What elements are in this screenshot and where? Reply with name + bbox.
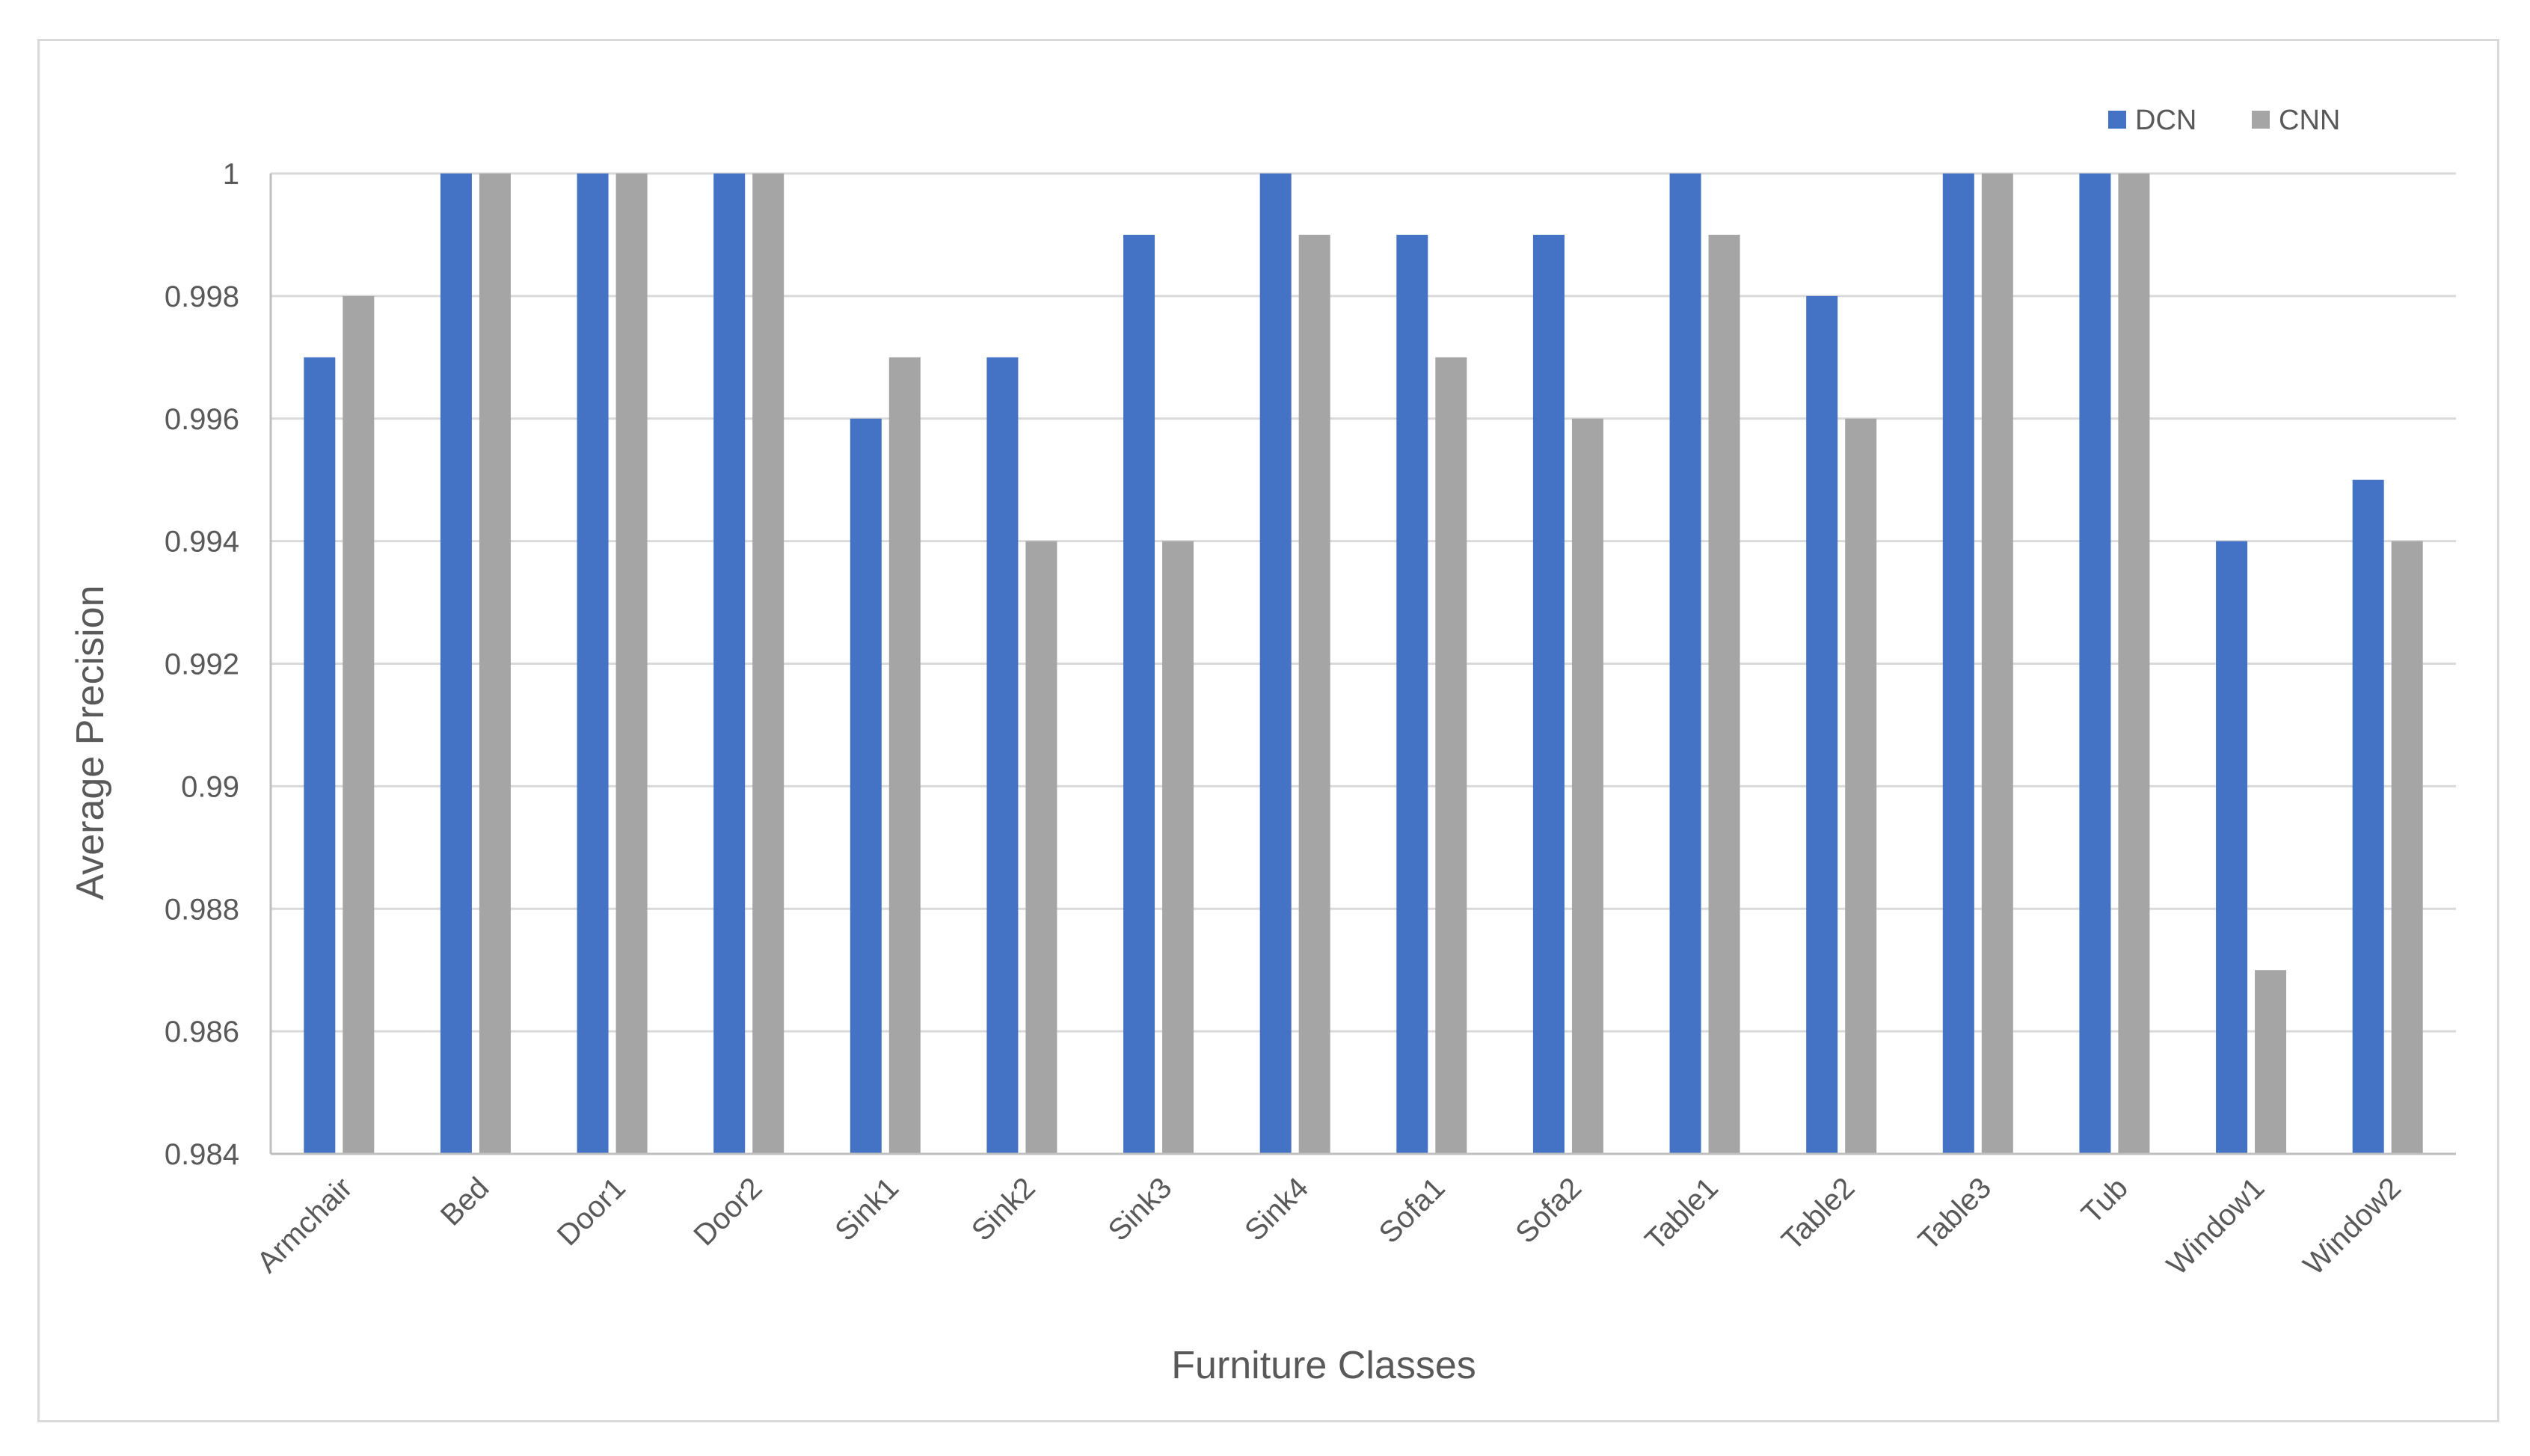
bar-dcn-sink3 (1123, 234, 1155, 1154)
bar-cnn-door2 (752, 173, 785, 1154)
bar-cnn-sofa1 (1435, 357, 1467, 1154)
y-tick-label: 0.988 (165, 893, 239, 926)
bar-dcn-sofa2 (1532, 234, 1565, 1154)
bar-cnn-table1 (1708, 234, 1740, 1154)
bar-dcn-table2 (1806, 295, 1838, 1154)
bar-dcn-tub (2079, 173, 2111, 1154)
legend-label-cnn: CNN (2279, 105, 2340, 136)
bar-cnn-table2 (1845, 418, 1877, 1154)
x-tick-label: Sink2 (965, 1171, 1042, 1247)
y-tick-label: 0.994 (165, 526, 239, 559)
legend-swatch-cnn (2252, 111, 2270, 129)
legend-swatch-dcn (2108, 111, 2126, 129)
bar-cnn-sofa2 (1571, 418, 1603, 1154)
bar-cnn-sink2 (1025, 541, 1057, 1154)
y-tick-label: 0.998 (165, 280, 239, 313)
bar-dcn-table1 (1669, 173, 1701, 1154)
bar-cnn-window2 (2391, 541, 2423, 1154)
x-tick-label: Sofa1 (1373, 1171, 1452, 1250)
x-tick-label: Door2 (687, 1171, 768, 1252)
x-tick-label: Sink3 (1102, 1171, 1179, 1247)
bar-dcn-door1 (577, 173, 609, 1154)
x-tick-label: Sink4 (1238, 1171, 1315, 1247)
bar-dcn-window2 (2352, 479, 2384, 1154)
bar-dcn-sink2 (986, 357, 1019, 1154)
x-tick-label: Window2 (2297, 1171, 2407, 1281)
bar-dcn-sink1 (850, 418, 882, 1154)
bar-dcn-sink4 (1259, 173, 1292, 1154)
y-tick-label: 0.986 (165, 1016, 239, 1048)
bar-cnn-bed (479, 173, 511, 1154)
bar-dcn-bed (440, 173, 472, 1154)
x-tick-label: Sink1 (829, 1171, 905, 1247)
y-axis-title: Average Precision (69, 585, 112, 900)
bar-dcn-table3 (1942, 173, 1974, 1154)
y-tick-labels: 0.984 0.986 0.988 0.99 0.992 0.994 0.996 0.998 1 (165, 158, 239, 1171)
bar-cnn-door1 (615, 173, 648, 1154)
bar-dcn-sofa1 (1396, 234, 1428, 1154)
x-tick-label: Armchair (251, 1171, 358, 1279)
bar-dcn-window1 (2216, 541, 2248, 1154)
bar-cnn-sink1 (888, 357, 921, 1154)
bar-cnn-tub (2118, 173, 2150, 1154)
y-tick-label: 0.996 (165, 403, 239, 436)
x-tick-label: Sofa2 (1509, 1171, 1588, 1250)
x-axis-title: Furniture Classes (1171, 1344, 1476, 1387)
y-tick-label: 1 (223, 158, 239, 191)
bar-cnn-window1 (2255, 970, 2287, 1154)
x-tick-label: Tub (2075, 1171, 2134, 1230)
x-tick-label: Table2 (1775, 1171, 1861, 1256)
legend: DCN CNN (2108, 105, 2340, 136)
bar-cnn-table3 (1981, 173, 2013, 1154)
bar-cnn-sink4 (1298, 234, 1330, 1154)
y-tick-label: 0.984 (165, 1138, 239, 1171)
bar-dcn-door2 (713, 173, 746, 1154)
y-tick-label: 0.99 (181, 770, 239, 803)
legend-label-dcn: DCN (2135, 105, 2196, 136)
bar-dcn-armchair (304, 357, 336, 1154)
y-tick-label: 0.992 (165, 648, 239, 681)
bars (304, 173, 2423, 1154)
x-tick-label: Window1 (2161, 1171, 2270, 1281)
bar-cnn-armchair (343, 295, 375, 1154)
x-tick-label: Door1 (551, 1171, 632, 1252)
x-tick-label: Bed (435, 1171, 495, 1232)
bar-cnn-sink3 (1162, 541, 1194, 1154)
x-tick-label: Table3 (1912, 1171, 1998, 1256)
axes (269, 173, 2456, 1155)
x-tick-label: Table1 (1639, 1171, 1724, 1256)
x-tick-labels: Armchair Bed Door1 Door2 Sink1 Sink2 Sink3 Sink… (251, 1171, 2407, 1281)
